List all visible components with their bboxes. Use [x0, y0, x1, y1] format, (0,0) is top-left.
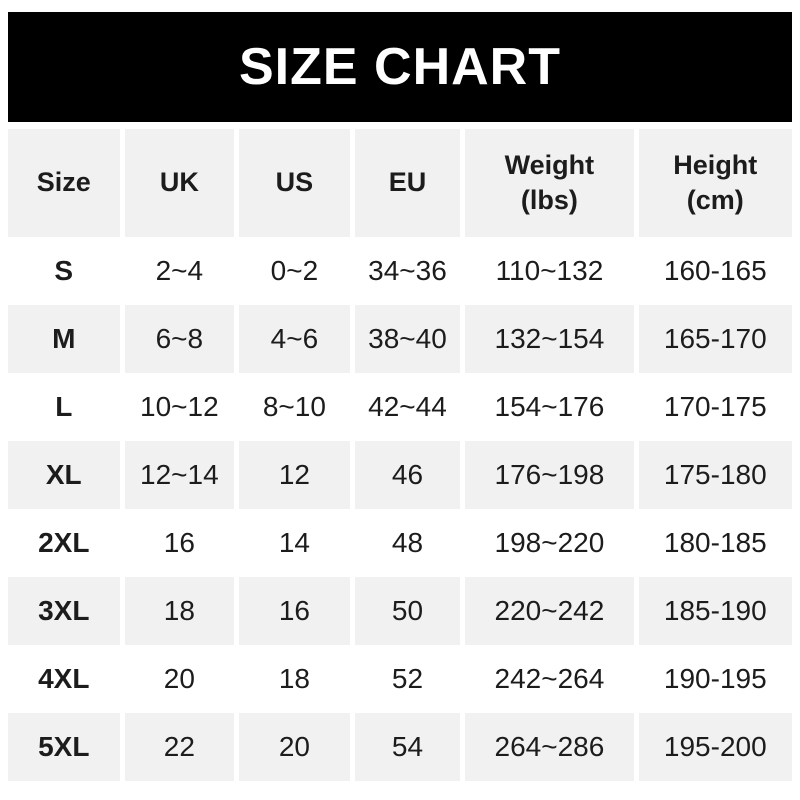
- cell-size-5xl: 5XL: [8, 713, 120, 781]
- cell-weight-m: 132~154: [465, 305, 634, 373]
- cell-uk-m: 6~8: [124, 305, 235, 373]
- column-header-height: Height (cm): [638, 129, 792, 237]
- table-row-3xl: 3XL 18 16 50 220~242 185-190: [8, 577, 792, 645]
- cell-size-2xl: 2XL: [8, 509, 120, 577]
- column-header-weight: Weight (lbs): [465, 129, 634, 237]
- cell-size-4xl: 4XL: [8, 645, 120, 713]
- cell-size-xl: XL: [8, 441, 120, 509]
- table-row-l: L 10~12 8~10 42~44 154~176 170-175: [8, 373, 792, 441]
- cell-height-m: 165-170: [638, 305, 792, 373]
- cell-eu-l: 42~44: [354, 373, 461, 441]
- cell-us-3xl: 16: [239, 577, 350, 645]
- cell-weight-3xl: 220~242: [465, 577, 634, 645]
- cell-height-3xl: 185-190: [638, 577, 792, 645]
- cell-us-m: 4~6: [239, 305, 350, 373]
- size-table: Size UK US EU Weight (lbs) Height (cm) S 2~4 0~…: [8, 129, 792, 781]
- cell-eu-3xl: 50: [354, 577, 461, 645]
- cell-uk-5xl: 22: [124, 713, 235, 781]
- cell-size-l: L: [8, 373, 120, 441]
- table-row-2xl: 2XL 16 14 48 198~220 180-185: [8, 509, 792, 577]
- cell-us-xl: 12: [239, 441, 350, 509]
- cell-weight-4xl: 242~264: [465, 645, 634, 713]
- cell-height-5xl: 195-200: [638, 713, 792, 781]
- cell-weight-xl: 176~198: [465, 441, 634, 509]
- column-header-size: Size: [8, 129, 120, 237]
- cell-us-4xl: 18: [239, 645, 350, 713]
- table-body: S 2~4 0~2 34~36 110~132 160-165 M 6~8 4~6 38~40 13…: [8, 237, 792, 781]
- cell-eu-m: 38~40: [354, 305, 461, 373]
- table-row-5xl: 5XL 22 20 54 264~286 195-200: [8, 713, 792, 781]
- cell-eu-4xl: 52: [354, 645, 461, 713]
- column-header-eu: EU: [354, 129, 461, 237]
- table-row-4xl: 4XL 20 18 52 242~264 190-195: [8, 645, 792, 713]
- table-row-s: S 2~4 0~2 34~36 110~132 160-165: [8, 237, 792, 305]
- cell-height-xl: 175-180: [638, 441, 792, 509]
- table-header-row: Size UK US EU Weight (lbs) Height (cm): [8, 129, 792, 237]
- cell-weight-2xl: 198~220: [465, 509, 634, 577]
- size-chart-banner: SIZE CHART: [8, 12, 792, 122]
- table-row-m: M 6~8 4~6 38~40 132~154 165-170: [8, 305, 792, 373]
- cell-eu-2xl: 48: [354, 509, 461, 577]
- cell-us-l: 8~10: [239, 373, 350, 441]
- cell-weight-l: 154~176: [465, 373, 634, 441]
- cell-height-l: 170-175: [638, 373, 792, 441]
- cell-size-3xl: 3XL: [8, 577, 120, 645]
- cell-us-2xl: 14: [239, 509, 350, 577]
- cell-height-4xl: 190-195: [638, 645, 792, 713]
- cell-eu-5xl: 54: [354, 713, 461, 781]
- cell-uk-s: 2~4: [124, 237, 235, 305]
- size-chart-title: SIZE CHART: [239, 38, 561, 96]
- cell-us-s: 0~2: [239, 237, 350, 305]
- cell-uk-xl: 12~14: [124, 441, 235, 509]
- cell-height-2xl: 180-185: [638, 509, 792, 577]
- cell-size-s: S: [8, 237, 120, 305]
- table-row-xl: XL 12~14 12 46 176~198 175-180: [8, 441, 792, 509]
- cell-uk-2xl: 16: [124, 509, 235, 577]
- cell-weight-s: 110~132: [465, 237, 634, 305]
- cell-eu-s: 34~36: [354, 237, 461, 305]
- cell-uk-3xl: 18: [124, 577, 235, 645]
- cell-size-m: M: [8, 305, 120, 373]
- column-header-us: US: [239, 129, 350, 237]
- cell-height-s: 160-165: [638, 237, 792, 305]
- cell-us-5xl: 20: [239, 713, 350, 781]
- cell-weight-5xl: 264~286: [465, 713, 634, 781]
- cell-eu-xl: 46: [354, 441, 461, 509]
- cell-uk-l: 10~12: [124, 373, 235, 441]
- column-header-uk: UK: [124, 129, 235, 237]
- cell-uk-4xl: 20: [124, 645, 235, 713]
